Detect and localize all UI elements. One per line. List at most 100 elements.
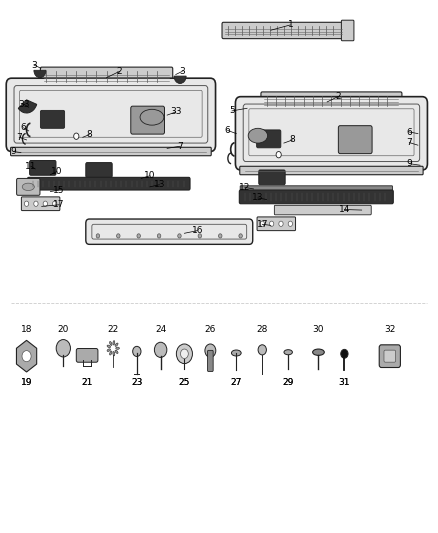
FancyBboxPatch shape: [239, 190, 393, 204]
Text: 11: 11: [25, 162, 37, 171]
Text: 8: 8: [86, 130, 92, 139]
Text: 1: 1: [287, 20, 293, 29]
FancyBboxPatch shape: [40, 67, 173, 86]
Text: 22: 22: [107, 325, 119, 334]
Text: 8: 8: [290, 135, 295, 144]
Circle shape: [154, 342, 167, 358]
Circle shape: [25, 201, 29, 206]
FancyBboxPatch shape: [11, 147, 211, 156]
FancyBboxPatch shape: [257, 217, 296, 231]
Circle shape: [96, 234, 100, 238]
FancyBboxPatch shape: [28, 177, 190, 190]
Ellipse shape: [110, 351, 112, 355]
Ellipse shape: [313, 349, 324, 356]
Text: 24: 24: [155, 325, 166, 334]
FancyBboxPatch shape: [17, 179, 40, 195]
Text: 21: 21: [81, 378, 93, 387]
Text: 33: 33: [170, 108, 181, 116]
Text: 7: 7: [406, 138, 412, 147]
Ellipse shape: [248, 128, 268, 143]
Text: 9: 9: [11, 147, 17, 156]
Ellipse shape: [22, 183, 34, 191]
Circle shape: [341, 349, 348, 358]
Text: 10: 10: [144, 171, 155, 180]
FancyBboxPatch shape: [6, 78, 215, 151]
Ellipse shape: [107, 349, 110, 351]
FancyBboxPatch shape: [40, 110, 65, 128]
Text: 6: 6: [406, 127, 412, 136]
Text: 18: 18: [21, 325, 32, 334]
Text: 25: 25: [179, 378, 190, 387]
Circle shape: [269, 221, 274, 227]
Text: 5: 5: [229, 107, 235, 116]
Wedge shape: [34, 70, 46, 78]
Circle shape: [133, 346, 141, 357]
Circle shape: [74, 133, 79, 140]
Text: 3: 3: [31, 61, 37, 69]
Circle shape: [177, 344, 192, 364]
Circle shape: [56, 340, 71, 357]
Ellipse shape: [113, 341, 115, 345]
Text: 26: 26: [205, 325, 216, 334]
Text: 19: 19: [21, 378, 32, 387]
Circle shape: [276, 151, 281, 158]
Text: 20: 20: [58, 325, 69, 334]
Circle shape: [260, 221, 265, 227]
Text: 21: 21: [81, 378, 93, 387]
Ellipse shape: [231, 350, 241, 356]
FancyBboxPatch shape: [240, 166, 423, 175]
Ellipse shape: [140, 109, 164, 125]
Text: 30: 30: [313, 325, 324, 334]
Circle shape: [178, 234, 181, 238]
Circle shape: [137, 234, 141, 238]
FancyBboxPatch shape: [379, 345, 400, 368]
Text: 16: 16: [192, 226, 203, 235]
Text: 14: 14: [339, 205, 350, 214]
FancyBboxPatch shape: [257, 130, 281, 148]
Text: 2: 2: [117, 67, 122, 76]
FancyBboxPatch shape: [222, 22, 346, 39]
Circle shape: [117, 234, 120, 238]
FancyBboxPatch shape: [259, 170, 285, 185]
FancyBboxPatch shape: [384, 350, 396, 362]
Text: 27: 27: [231, 378, 242, 387]
FancyBboxPatch shape: [341, 20, 354, 41]
Circle shape: [53, 201, 57, 206]
Circle shape: [288, 221, 293, 227]
Circle shape: [22, 351, 31, 362]
FancyBboxPatch shape: [21, 197, 60, 211]
FancyBboxPatch shape: [86, 163, 112, 177]
FancyBboxPatch shape: [261, 92, 402, 110]
Ellipse shape: [284, 350, 293, 355]
Text: 9: 9: [406, 159, 412, 168]
Text: 6: 6: [21, 123, 26, 132]
Text: 7: 7: [177, 142, 183, 151]
Text: 31: 31: [339, 378, 350, 387]
Text: 17: 17: [53, 200, 65, 209]
Text: 32: 32: [384, 325, 396, 334]
Circle shape: [34, 201, 38, 206]
Polygon shape: [17, 341, 37, 372]
FancyBboxPatch shape: [338, 126, 372, 154]
Text: 28: 28: [257, 325, 268, 334]
Text: 29: 29: [283, 378, 294, 387]
FancyBboxPatch shape: [131, 106, 165, 134]
Circle shape: [157, 234, 161, 238]
Circle shape: [198, 234, 201, 238]
Text: 3: 3: [180, 67, 185, 76]
FancyBboxPatch shape: [208, 350, 213, 372]
FancyBboxPatch shape: [274, 205, 371, 215]
Circle shape: [219, 234, 222, 238]
Text: 17: 17: [257, 220, 268, 229]
Text: 25: 25: [179, 378, 190, 387]
Text: 27: 27: [231, 378, 242, 387]
Text: 23: 23: [131, 378, 142, 387]
Circle shape: [279, 221, 283, 227]
Text: 13: 13: [154, 180, 165, 189]
Wedge shape: [18, 100, 37, 113]
Ellipse shape: [113, 352, 115, 356]
Text: 6: 6: [225, 126, 230, 135]
Text: 15: 15: [53, 185, 65, 195]
Text: 13: 13: [252, 193, 264, 203]
Text: 23: 23: [131, 378, 142, 387]
